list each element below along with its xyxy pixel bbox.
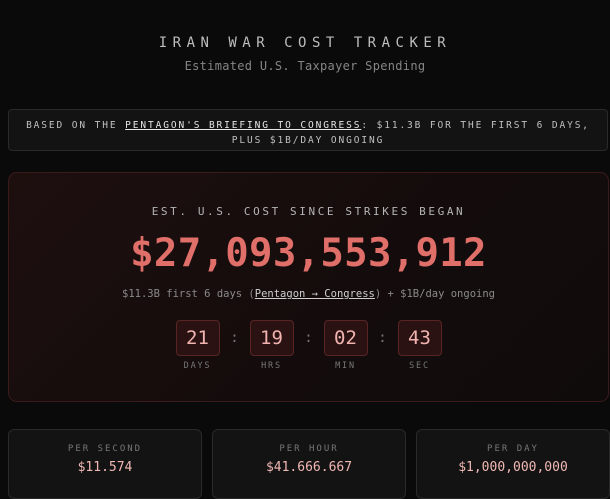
timer-value: 19	[249, 320, 294, 356]
counter-label: EST. U.S. COST SINCE STRIKES BEGAN	[151, 205, 466, 218]
stat-label: PER DAY	[487, 444, 539, 454]
banner-prefix: BASED ON THE	[26, 120, 126, 131]
stat-per-day: PER DAY $1,000,000,000	[416, 429, 610, 499]
page-subtitle: Estimated U.S. Taxpayer Spending	[184, 59, 426, 73]
timer-separator: :	[304, 330, 313, 346]
stat-value: $1,000,000,000	[458, 460, 568, 475]
cost-note: $11.3B first 6 days (Pentagon → Congress…	[9, 288, 608, 300]
timer-separator: :	[378, 330, 387, 346]
stat-per-hour: PER HOUR $41.666.667	[212, 429, 406, 499]
elapsed-timer: 21 DAYS : 19 HRS : 02 MIN : 43 SEC	[9, 320, 608, 371]
stat-value: $11.574	[77, 460, 133, 475]
banner-suffix: : $11.3B FOR THE FIRST 6 DAYS, PLUS $1B/…	[231, 120, 590, 146]
pentagon-briefing-link[interactable]: PENTAGON'S BRIEFING TO CONGRESS	[125, 120, 362, 131]
timer-value: 02	[323, 320, 368, 356]
source-banner: BASED ON THE PENTAGON'S BRIEFING TO CONG…	[8, 109, 608, 151]
timer-separator: :	[230, 330, 239, 346]
timer-value: 43	[397, 320, 442, 356]
timer-hours: 19 HRS	[249, 320, 294, 371]
timer-label: HRS	[261, 361, 282, 371]
note-suffix: ) + $1B/day ongoing	[374, 288, 495, 300]
timer-label: DAYS	[183, 361, 212, 371]
note-prefix: $11.3B first 6 days (	[122, 288, 255, 300]
timer-seconds: 43 SEC	[397, 320, 442, 371]
timer-value: 21	[175, 320, 220, 356]
timer-days: 21 DAYS	[175, 320, 220, 371]
timer-minutes: 02 MIN	[323, 320, 368, 371]
timer-label: SEC	[409, 361, 430, 371]
pentagon-congress-link[interactable]: Pentagon → Congress	[254, 288, 375, 300]
timer-label: MIN	[335, 361, 356, 371]
cost-counter-card: EST. U.S. COST SINCE STRIKES BEGAN $27,0…	[8, 172, 609, 402]
total-cost: $27,093,553,912	[130, 231, 487, 276]
stat-label: PER SECOND	[67, 444, 143, 454]
stat-value: $41.666.667	[265, 460, 353, 475]
stat-per-second: PER SECOND $11.574	[8, 429, 202, 499]
stat-label: PER HOUR	[279, 444, 339, 454]
page-title: IRAN WAR COST TRACKER	[158, 35, 452, 51]
